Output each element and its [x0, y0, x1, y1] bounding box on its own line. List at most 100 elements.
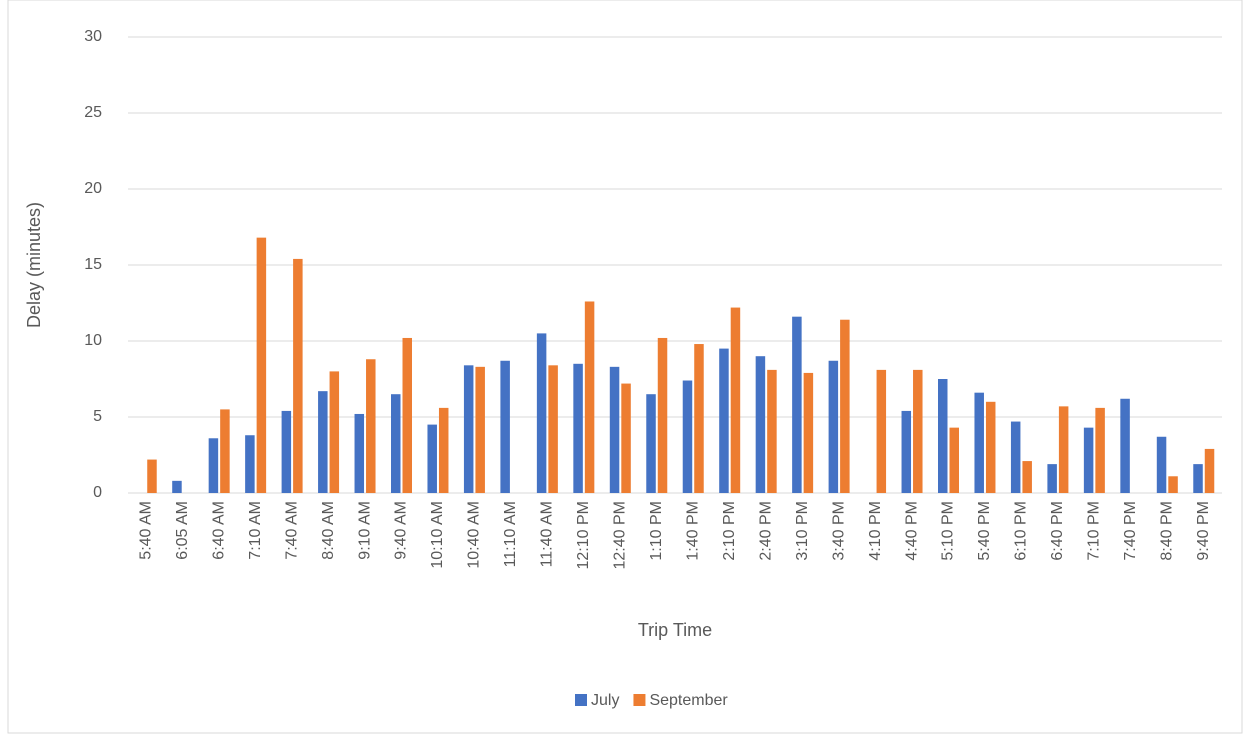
x-tick-label: 11:40 AM: [539, 501, 556, 567]
chart-border: [7, 0, 1243, 734]
y-tick-label: 30: [84, 28, 102, 45]
bar: [147, 459, 157, 493]
x-tick-label: 5:40 PM: [976, 501, 993, 561]
bar: [329, 371, 340, 493]
y-tick-label: 20: [84, 180, 102, 197]
bar: [609, 366, 620, 493]
bar: [318, 391, 328, 493]
bar: [573, 363, 583, 493]
x-tick-label: 8:40 AM: [320, 501, 337, 560]
bar: [536, 333, 547, 493]
x-tick-label: 6:40 AM: [210, 501, 227, 560]
bar: [1168, 476, 1178, 493]
legend-label: September: [649, 692, 728, 709]
x-tick-label: 8:40 PM: [1159, 501, 1176, 561]
x-tick-label: 1:40 PM: [684, 501, 701, 561]
x-tick-label: 10:40 AM: [466, 501, 483, 569]
bar: [500, 360, 510, 493]
bar: [354, 413, 365, 493]
bar: [974, 392, 984, 493]
bar: [1083, 427, 1094, 493]
bar: [366, 359, 376, 493]
bar: [694, 344, 704, 493]
x-tick-label: 4:40 PM: [903, 501, 920, 561]
x-tick-label: 7:40 PM: [1122, 501, 1139, 561]
bar: [220, 409, 230, 493]
x-tick-label: 11:10 AM: [502, 501, 519, 567]
x-tick-label: 4:10 PM: [867, 501, 884, 561]
bar: [281, 410, 292, 493]
bar: [719, 348, 729, 493]
x-tick-label: 5:10 PM: [940, 501, 957, 561]
x-tick-label: 6:10 PM: [1013, 501, 1030, 561]
bar: [475, 366, 485, 493]
x-tick-label: 10:10 AM: [429, 501, 446, 569]
x-tick-label: 3:40 PM: [830, 501, 847, 561]
bar: [1058, 406, 1069, 493]
bar: [1193, 464, 1203, 493]
bar: [1120, 398, 1130, 493]
x-tick-label: 2:40 PM: [757, 501, 774, 561]
bar: [755, 356, 766, 493]
x-tick-label: 6:40 PM: [1049, 501, 1066, 561]
y-tick-label: 15: [84, 256, 102, 273]
bar: [463, 365, 474, 493]
bar: [245, 435, 255, 493]
x-tick-label: 5:40 AM: [137, 501, 154, 560]
x-tick-label: 12:40 PM: [612, 501, 629, 569]
bar: [438, 407, 449, 493]
bar: [391, 394, 401, 493]
bar: [1095, 407, 1105, 493]
bar: [1047, 464, 1057, 493]
bar: [730, 307, 741, 493]
bar: [792, 316, 802, 493]
bar: [901, 410, 912, 493]
x-tick-label: 2:10 PM: [721, 501, 738, 561]
bar: [621, 383, 631, 493]
bar: [1010, 421, 1021, 493]
x-tick-label: 3:10 PM: [794, 501, 811, 561]
bar: [803, 372, 814, 493]
y-tick-label: 10: [84, 332, 102, 349]
bar: [1022, 461, 1032, 493]
bar: [646, 394, 656, 493]
x-tick-label: 7:10 AM: [247, 501, 264, 560]
legend-swatch: [633, 694, 646, 706]
bar: [1156, 436, 1167, 493]
bar: [657, 337, 668, 493]
bar: [427, 424, 437, 493]
bar: [949, 427, 959, 493]
x-axis-title: Trip Time: [638, 620, 712, 640]
bar: [402, 337, 412, 493]
x-tick-label: 6:05 AM: [174, 501, 191, 560]
x-tick-label: 9:40 PM: [1195, 501, 1212, 561]
legend-label: July: [591, 692, 619, 709]
bar: [828, 360, 839, 493]
y-axis-title: Delay (minutes): [24, 202, 44, 328]
x-tick-label: 7:40 AM: [283, 501, 300, 560]
legend-swatch: [575, 694, 587, 706]
x-tick-label: 7:10 PM: [1086, 501, 1103, 561]
y-tick-label: 5: [93, 408, 102, 425]
bar: [938, 379, 948, 493]
y-tick-label: 0: [93, 484, 102, 501]
bar: [1204, 448, 1215, 493]
bar: [584, 301, 595, 493]
x-tick-label: 9:10 AM: [356, 501, 373, 560]
bar: [767, 369, 777, 493]
x-tick-label: 12:10 PM: [575, 501, 592, 569]
bar: [985, 401, 996, 493]
bar: [548, 365, 558, 493]
bar: [913, 369, 923, 493]
bar: [172, 480, 182, 493]
x-tick-label: 1:10 PM: [648, 501, 665, 561]
bar: [840, 319, 850, 493]
bar: [293, 258, 303, 493]
bar: [208, 438, 219, 493]
x-tick-label: 9:40 AM: [393, 501, 410, 560]
bar: [876, 369, 887, 493]
bar: [682, 380, 693, 493]
bar: [256, 237, 267, 493]
y-tick-label: 25: [84, 104, 102, 121]
